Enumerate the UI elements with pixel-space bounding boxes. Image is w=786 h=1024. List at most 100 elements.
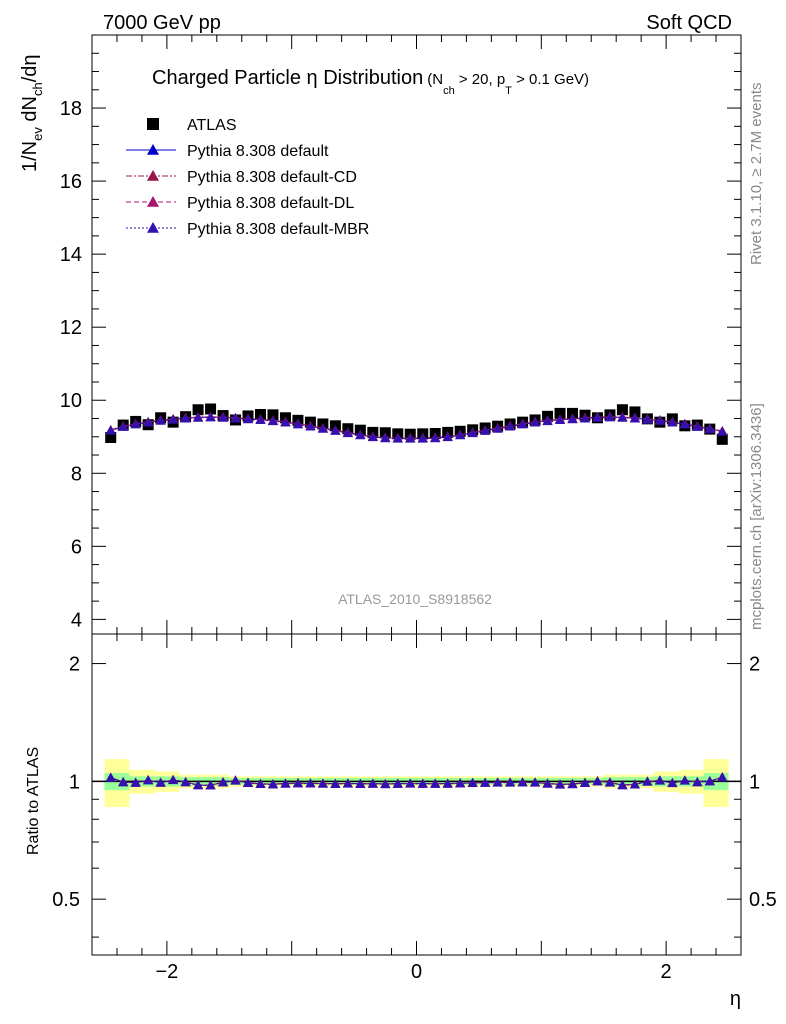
ratio-y-tick-label-right: 1 — [749, 771, 760, 793]
ratio-marker-4 — [230, 775, 241, 785]
title-cond-a-sub: ch — [443, 85, 455, 97]
ratio-marker-4 — [430, 778, 441, 788]
ratio-y-tick-label: 1 — [69, 771, 80, 793]
series-marker-4 — [280, 417, 291, 427]
series-marker-4 — [442, 432, 453, 442]
atlas-data-point — [716, 433, 728, 445]
series-marker-4 — [218, 412, 229, 422]
ratio-marker-4 — [118, 777, 129, 787]
series-marker-4 — [105, 425, 116, 435]
series-marker-4 — [492, 423, 503, 433]
y-tick-label: 12 — [60, 317, 82, 339]
series-marker-4 — [392, 433, 403, 443]
y-tick-label: 16 — [60, 171, 82, 193]
ratio-marker-4 — [604, 777, 615, 787]
series-marker-4 — [417, 433, 428, 443]
series-marker-4 — [505, 421, 516, 431]
series-marker-4 — [367, 432, 378, 442]
series-marker-4 — [193, 412, 204, 422]
ratio-marker-4 — [667, 778, 678, 788]
ratio-marker-4 — [442, 778, 453, 788]
x-tick-label: −2 — [155, 961, 178, 983]
legend-label-2: Pythia 8.308 default-CD — [187, 169, 357, 186]
series-marker-4 — [517, 419, 528, 429]
series-marker-4 — [430, 433, 441, 443]
ratio-marker-4 — [267, 779, 278, 789]
ratio-marker-4 — [692, 777, 703, 787]
series-marker-4 — [704, 424, 715, 434]
series-line-2 — [110, 416, 723, 439]
ylabel-b-sub: ch — [30, 82, 45, 96]
series-marker-4 — [455, 430, 466, 440]
ratio-marker-4 — [305, 778, 316, 788]
ratio-marker-4 — [168, 775, 179, 785]
legend-marker-1 — [147, 144, 159, 155]
series-marker-4 — [542, 416, 553, 426]
ratio-marker-4 — [355, 778, 366, 788]
atlas-data-point — [105, 431, 117, 443]
ratio-marker-4 — [592, 776, 603, 786]
series-marker-4 — [380, 433, 391, 443]
series-marker-4 — [480, 425, 491, 435]
ratio-marker-4 — [193, 780, 204, 790]
y-tick-label: 18 — [60, 98, 82, 120]
atlas-data-point — [554, 407, 566, 419]
main-panel-series — [105, 403, 728, 445]
legend-marker-4 — [147, 222, 159, 233]
legend-label-1: Pythia 8.308 default — [187, 143, 329, 160]
title-cond-b: > 20, p — [455, 71, 505, 88]
ratio-marker-4 — [717, 772, 728, 782]
ratio-panel-series — [105, 772, 728, 790]
atlas-data-point — [567, 407, 579, 419]
series-marker-4 — [642, 414, 653, 424]
ratio-marker-4 — [617, 780, 628, 790]
series-marker-4 — [205, 412, 216, 422]
ratio-marker-4 — [467, 778, 478, 788]
series-marker-4 — [467, 428, 478, 438]
x-tick-label: 2 — [661, 961, 672, 983]
ratio-y-tick-label-right: 0.5 — [749, 889, 777, 911]
ratio-marker-4 — [130, 777, 141, 787]
legend-label-3: Pythia 8.308 default-DL — [187, 195, 354, 212]
series-marker-4 — [555, 414, 566, 424]
ratio-marker-4 — [455, 778, 466, 788]
ratio-marker-4 — [180, 777, 191, 787]
series-marker-4 — [355, 430, 366, 440]
ratio-marker-4 — [642, 776, 653, 786]
legend-marker-2 — [147, 170, 159, 181]
analysis-label: ATLAS_2010_S8918562 — [338, 591, 492, 607]
ratio-marker-4 — [243, 777, 254, 787]
legend-label-0: ATLAS — [187, 117, 237, 134]
ratio-marker-4 — [542, 778, 553, 788]
series-marker-4 — [604, 412, 615, 422]
series-marker-4 — [629, 413, 640, 423]
atlas-data-point — [205, 403, 217, 415]
series-marker-4 — [130, 419, 141, 429]
ratio-marker-4 — [342, 778, 353, 788]
series-marker-4 — [317, 423, 328, 433]
atlas-data-point — [267, 409, 279, 421]
ratio-marker-4 — [155, 777, 166, 787]
legend-marker-3 — [147, 196, 159, 207]
series-marker-4 — [667, 417, 678, 427]
series-marker-4 — [230, 413, 241, 423]
ratio-marker-4 — [255, 779, 266, 789]
ratio-marker-4 — [555, 779, 566, 789]
series-marker-4 — [567, 414, 578, 424]
series-marker-4 — [155, 415, 166, 425]
legend-marker-atlas — [147, 118, 159, 130]
series-marker-4 — [118, 421, 129, 431]
series-marker-4 — [255, 414, 266, 424]
series-marker-4 — [342, 428, 353, 438]
series-marker-4 — [579, 413, 590, 423]
series-marker-4 — [530, 417, 541, 427]
ratio-marker-4 — [380, 779, 391, 789]
y-tick-label: 4 — [71, 609, 82, 631]
series-marker-4 — [717, 426, 728, 436]
ratio-y-tick-label: 0.5 — [52, 889, 80, 911]
y-tick-label: 6 — [71, 536, 82, 558]
ratio-marker-4 — [205, 780, 216, 790]
series-marker-4 — [180, 413, 191, 423]
ratio-marker-4 — [629, 779, 640, 789]
